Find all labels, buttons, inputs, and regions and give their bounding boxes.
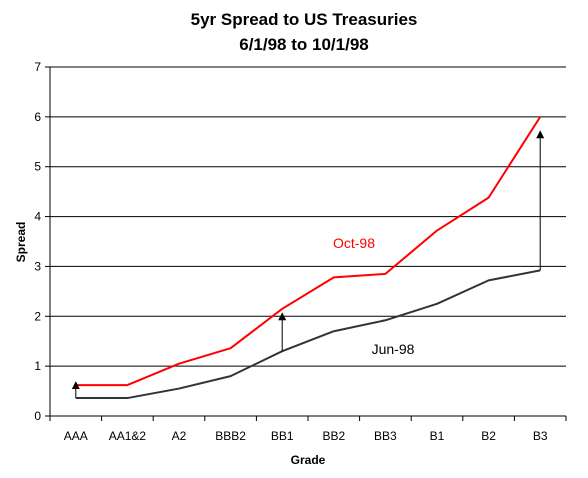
x-tick-label: B1 xyxy=(430,429,445,443)
y-tick-label: 0 xyxy=(34,409,41,423)
x-tick-label: AAA xyxy=(64,429,88,443)
y-tick-label: 6 xyxy=(34,110,41,124)
series-line-oct98 xyxy=(75,116,542,387)
series-label-jun98: Jun-98 xyxy=(372,341,415,357)
x-tick-label: A2 xyxy=(172,429,187,443)
y-axis-label: Spread xyxy=(14,222,28,263)
x-tick-label: B2 xyxy=(481,429,496,443)
x-tick-label: B3 xyxy=(533,429,548,443)
x-tick-label: BB2 xyxy=(322,429,345,443)
x-tick-label: BBB2 xyxy=(215,429,246,443)
series-line-jun98 xyxy=(75,269,541,400)
chart-subtitle: 6/1/98 to 10/1/98 xyxy=(239,35,368,54)
y-tick-label: 3 xyxy=(34,259,41,273)
annotations xyxy=(71,130,545,399)
y-tick-label: 5 xyxy=(34,160,41,174)
x-axis-ticks: AAA AA1&2 A2 BBB2 BB1 BB2 BB3 B1 B2 B3 xyxy=(49,416,567,443)
y-tick-label: 7 xyxy=(34,60,41,74)
x-tick-label: AA1&2 xyxy=(109,429,147,443)
y-tick-label: 2 xyxy=(34,309,41,323)
gridlines xyxy=(50,66,566,367)
series-lines xyxy=(75,116,542,400)
y-axis-ticks: 0 1 2 3 4 5 6 7 xyxy=(34,60,50,423)
y-tick-label: 4 xyxy=(34,210,41,224)
series-label-oct98: Oct-98 xyxy=(333,235,375,251)
axes xyxy=(49,67,566,417)
x-tick-label: BB1 xyxy=(271,429,294,443)
x-tick-label: BB3 xyxy=(374,429,397,443)
chart-title: 5yr Spread to US Treasuries xyxy=(191,10,418,29)
x-axis-label: Grade xyxy=(291,453,326,467)
y-tick-label: 1 xyxy=(34,359,41,373)
